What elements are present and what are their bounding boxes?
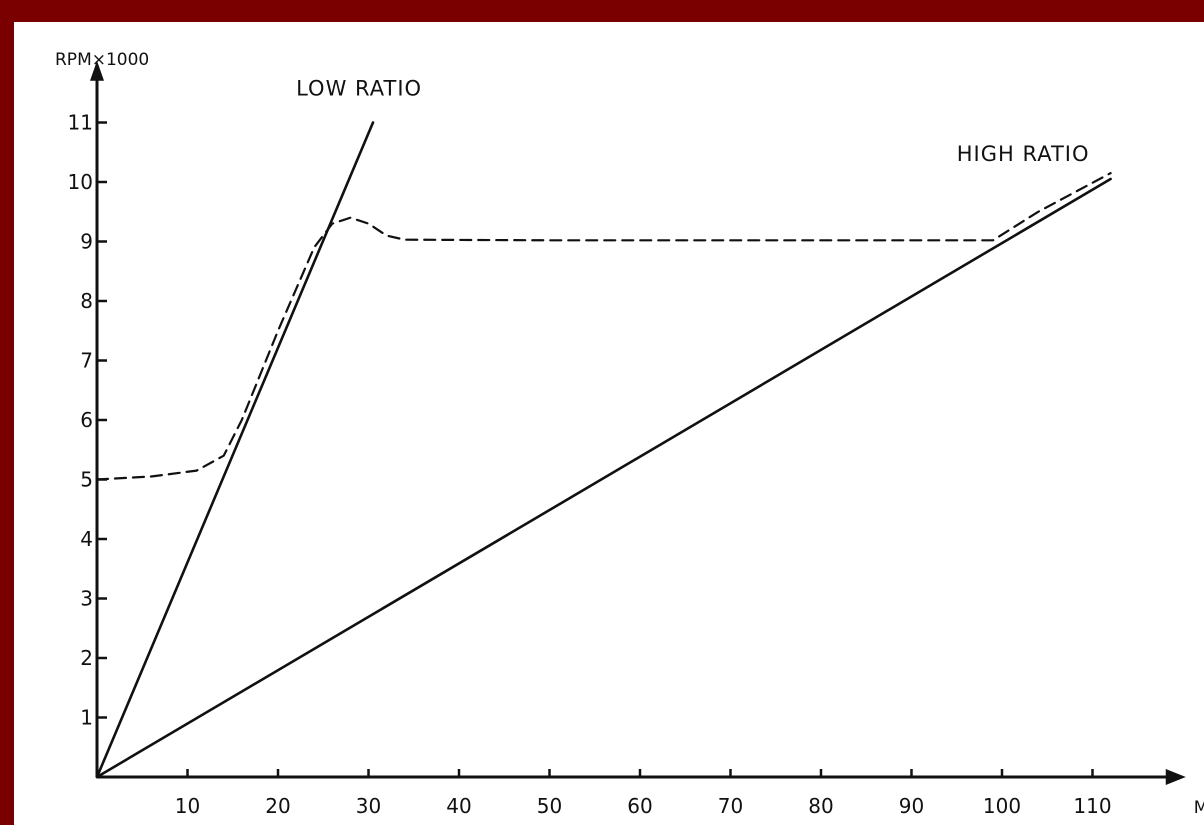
x-axis-title: MPH <box>1194 798 1204 818</box>
y-tick-label: 3 <box>80 587 93 611</box>
x-tick-label: 100 <box>983 794 1021 818</box>
x-tick-label: 80 <box>808 794 833 818</box>
high-ratio-annotation: HIGH RATIO <box>957 142 1090 166</box>
y-tick-label: 6 <box>80 408 93 432</box>
engine-rpm-dashed-line <box>95 172 1112 481</box>
y-tick-label: 10 <box>68 170 93 194</box>
y-axis-arrowhead <box>90 60 104 81</box>
chart-frame: 10 20 30 40 50 60 70 80 90 100 110 1 2 3 4 5 6 7 8 9 10 11 M… <box>14 22 1204 825</box>
x-tick-label: 20 <box>265 794 290 818</box>
y-tick-label: 4 <box>80 527 93 551</box>
low-ratio-line <box>95 121 375 779</box>
y-axis-ticks: 1 2 3 4 5 6 7 8 9 10 11 <box>68 111 107 730</box>
x-tick-label: 30 <box>356 794 381 818</box>
x-tick-label: 40 <box>446 794 471 818</box>
y-tick-label: 5 <box>80 468 93 492</box>
high-ratio-line <box>95 177 1112 779</box>
x-axis-ticks: 10 20 30 40 50 60 70 80 90 100 110 <box>175 769 1112 818</box>
y-axis-title: RPM×1000 <box>55 50 149 70</box>
y-tick-label: 11 <box>68 111 93 135</box>
x-tick-label: 70 <box>718 794 743 818</box>
x-axis-arrowhead <box>1165 769 1186 785</box>
rpm-vs-speed-chart: 10 20 30 40 50 60 70 80 90 100 110 1 2 3 4 5 6 7 8 9 10 11 M… <box>55 50 1204 818</box>
low-ratio-annotation: LOW RATIO <box>296 77 422 101</box>
x-tick-label: 60 <box>627 794 652 818</box>
x-tick-label: 90 <box>899 794 924 818</box>
y-tick-label: 2 <box>80 646 93 670</box>
x-tick-label: 50 <box>537 794 562 818</box>
y-tick-label: 8 <box>80 289 93 313</box>
x-tick-label: 10 <box>175 794 200 818</box>
y-tick-label: 9 <box>80 230 93 254</box>
x-tick-label: 110 <box>1073 794 1111 818</box>
y-tick-label: 1 <box>80 706 93 730</box>
series-layer <box>95 121 1112 779</box>
y-tick-label: 7 <box>80 349 93 373</box>
